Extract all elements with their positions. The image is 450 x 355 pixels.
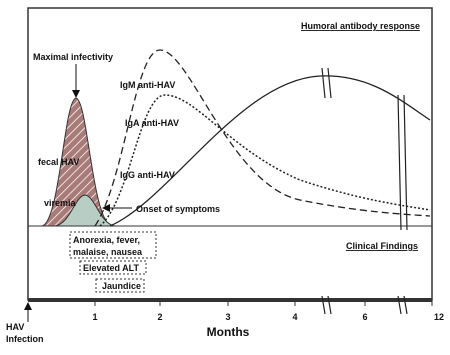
curve-label: IgM anti-HAV [120, 80, 175, 90]
finding: Anorexia, fever, [73, 235, 140, 245]
axis-breaks [321, 67, 408, 315]
curve-label: IgG anti-HAV [120, 170, 175, 180]
finding: malaise, nausea [73, 247, 143, 257]
axis-label: Months [207, 325, 250, 339]
tick-label: 3 [225, 312, 230, 322]
curve-label: fecal HAV [38, 157, 79, 167]
iga-curve [99, 94, 431, 227]
heading: Clinical Findings [346, 241, 418, 251]
tick-label: 4 [292, 312, 297, 322]
tick-label: 12 [434, 312, 444, 322]
curve-label: viremia [44, 198, 77, 208]
annotation: Onset of symptoms [136, 204, 220, 214]
heading: Humoral antibody response [301, 21, 420, 31]
fecal-curve [41, 97, 113, 227]
annotation: Maximal infectivity [33, 52, 113, 62]
igm-curve [94, 49, 431, 227]
finding: Jaundice [102, 281, 141, 291]
finding: Elevated ALT [83, 263, 140, 273]
finding-boxes [69, 231, 157, 293]
tick-label: 2 [157, 312, 162, 322]
annotation: HAV [6, 322, 24, 332]
curve-label: IgA anti-HAV [125, 118, 179, 128]
viremia-curve [54, 194, 116, 227]
axis-ticks: 1 2 3 4 6 12 [92, 300, 444, 322]
tick-label: 6 [362, 312, 367, 322]
igg-curve [109, 75, 431, 227]
tick-label: 1 [92, 312, 97, 322]
annotation: Infection [6, 334, 44, 344]
